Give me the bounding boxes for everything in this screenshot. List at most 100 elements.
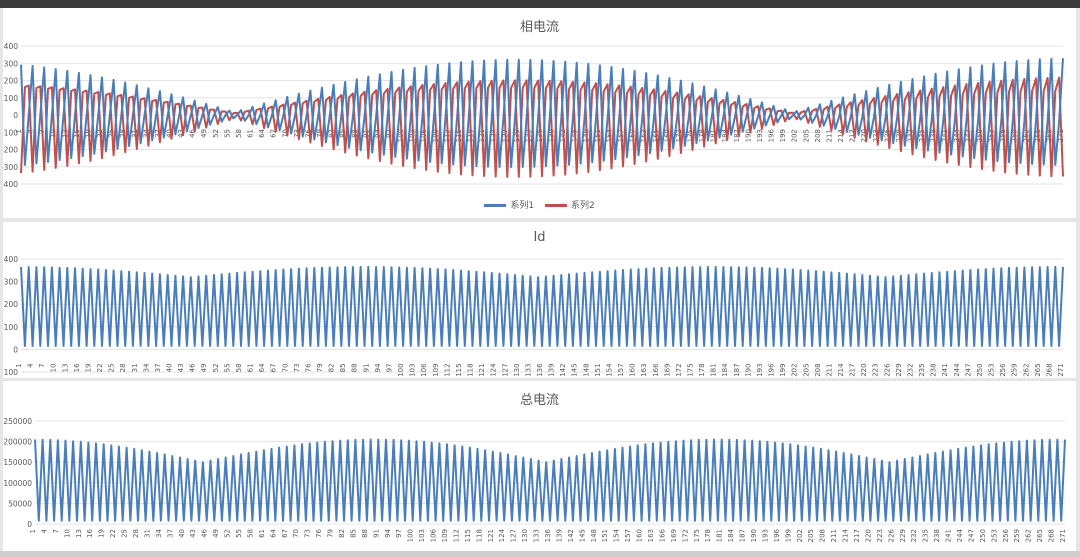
x-tick-label: 31 — [143, 529, 151, 538]
x-tick-label: 223 — [872, 129, 880, 142]
y-tick-label: 300 — [4, 278, 19, 287]
x-tick-label: 37 — [154, 129, 162, 138]
x-tick-label: 61 — [258, 529, 266, 538]
x-tick-label: 163 — [640, 363, 648, 376]
y-tick-label: 100 — [4, 94, 19, 103]
x-tick-label: 58 — [246, 529, 254, 538]
x-tick-label: 73 — [304, 529, 312, 538]
x-tick-label: 49 — [200, 129, 208, 138]
id-series-line — [20, 265, 1064, 347]
x-tick-label: 244 — [956, 528, 964, 542]
x-tick-label: 106 — [420, 363, 428, 377]
x-tick-label: 238 — [930, 363, 938, 376]
x-tick-label: 88 — [351, 363, 359, 372]
x-tick-label: 34 — [142, 363, 150, 372]
x-tick-label: 229 — [899, 529, 907, 542]
x-tick-label: 112 — [443, 363, 451, 376]
x-tick-label: 64 — [258, 128, 266, 137]
x-tick-label: 76 — [315, 528, 323, 537]
x-tick-label: 61 — [247, 129, 255, 138]
x-tick-label: 145 — [571, 363, 579, 376]
x-tick-label: 13 — [61, 363, 69, 372]
x-tick-label: 121 — [487, 529, 495, 542]
x-tick-label: 70 — [281, 363, 289, 372]
x-tick-label: 226 — [883, 363, 891, 377]
x-tick-label: 46 — [189, 363, 197, 372]
x-tick-label: 217 — [849, 129, 857, 142]
x-tick-label: 16 — [86, 528, 94, 537]
total-current-chart: 总电流 0 50000 100000 150000 200000 250000 1 4 7 10 1… — [3, 381, 1076, 551]
x-tick-label: 271 — [1057, 363, 1065, 376]
x-tick-label: 196 — [773, 528, 781, 542]
x-tick-label: 10 — [50, 363, 58, 372]
x-tick-label: 19 — [84, 363, 92, 372]
y-tick-label: 0 — [13, 345, 18, 354]
legend-item-series1: 系列1 — [484, 201, 534, 211]
x-tick-label: 25 — [108, 363, 116, 372]
x-tick-label: 52 — [224, 529, 232, 538]
x-tick-label: 202 — [791, 363, 799, 376]
x-tick-label: 211 — [830, 529, 838, 542]
x-tick-label: 250 — [979, 529, 987, 542]
x-tick-label: 28 — [119, 363, 127, 372]
y-tick-label: 0 — [13, 111, 18, 120]
x-tick-label: 226 — [883, 128, 891, 142]
legend-label-series1: 系列1 — [510, 201, 535, 211]
x-tick-label: 175 — [687, 363, 695, 376]
x-tick-label: 190 — [750, 529, 758, 542]
x-tick-label: 94 — [374, 363, 382, 372]
x-tick-label: 220 — [860, 129, 868, 142]
x-tick-label: 58 — [235, 129, 243, 138]
x-tick-label: 88 — [361, 529, 369, 538]
x-tick-label: 58 — [235, 363, 243, 372]
x-tick-label: 214 — [837, 128, 845, 142]
x-tick-label: 100 — [397, 363, 405, 376]
x-tick-label: 82 — [328, 363, 336, 372]
chart-title: 相电流 — [519, 20, 559, 35]
x-tick-label: 268 — [1045, 363, 1053, 376]
x-tick-label: 7 — [38, 363, 46, 367]
x-tick-label: 193 — [761, 529, 769, 542]
x-tick-label: 160 — [636, 529, 644, 542]
x-tick-label: 115 — [464, 529, 472, 542]
x-tick-label: 262 — [1025, 529, 1033, 542]
x-tick-label: 232 — [906, 363, 914, 376]
x-tick-label: 94 — [384, 528, 392, 537]
x-tick-label: 37 — [154, 363, 162, 372]
x-tick-label: 97 — [395, 529, 403, 538]
x-tick-label: 37 — [166, 529, 174, 538]
chart-legend: 系列1 系列2 — [3, 198, 1076, 211]
x-tick-label: 1 — [15, 363, 23, 367]
x-tick-label: 208 — [819, 529, 827, 542]
x-tick-label: 154 — [613, 528, 621, 542]
x-tick-label: 229 — [895, 363, 903, 376]
phase-current-plot: -400-300-200-100010020030040014710131619… — [3, 42, 1065, 189]
x-tick-label: 214 — [837, 363, 845, 377]
x-tick-label: 157 — [617, 363, 625, 376]
x-tick-label: 64 — [258, 363, 266, 372]
x-tick-label: 217 — [853, 529, 861, 542]
x-tick-label: 199 — [779, 363, 787, 376]
x-tick-label: 118 — [467, 363, 475, 376]
x-tick-label: 115 — [455, 363, 463, 376]
x-tick-label: 40 — [178, 529, 186, 538]
x-tick-label: 151 — [594, 363, 602, 376]
x-tick-label: 43 — [177, 129, 185, 138]
x-tick-label: 73 — [293, 129, 301, 138]
y-tick-label: 50000 — [8, 499, 32, 508]
x-tick-label: 124 — [490, 363, 498, 377]
x-tick-label: 127 — [510, 529, 518, 542]
x-tick-label: 4 — [40, 528, 48, 533]
x-tick-label: 55 — [223, 129, 231, 138]
series1-line — [20, 57, 1064, 169]
x-tick-label: 136 — [544, 528, 552, 542]
x-tick-label: 130 — [521, 529, 529, 542]
x-tick-label: 202 — [796, 529, 804, 542]
x-tick-label: 118 — [475, 529, 483, 542]
x-tick-label: 211 — [825, 129, 833, 142]
x-tick-label: 43 — [177, 363, 185, 372]
y-tick-label: -300 — [3, 163, 18, 172]
x-tick-label: 16 — [73, 363, 81, 372]
x-tick-label: 103 — [409, 363, 417, 376]
